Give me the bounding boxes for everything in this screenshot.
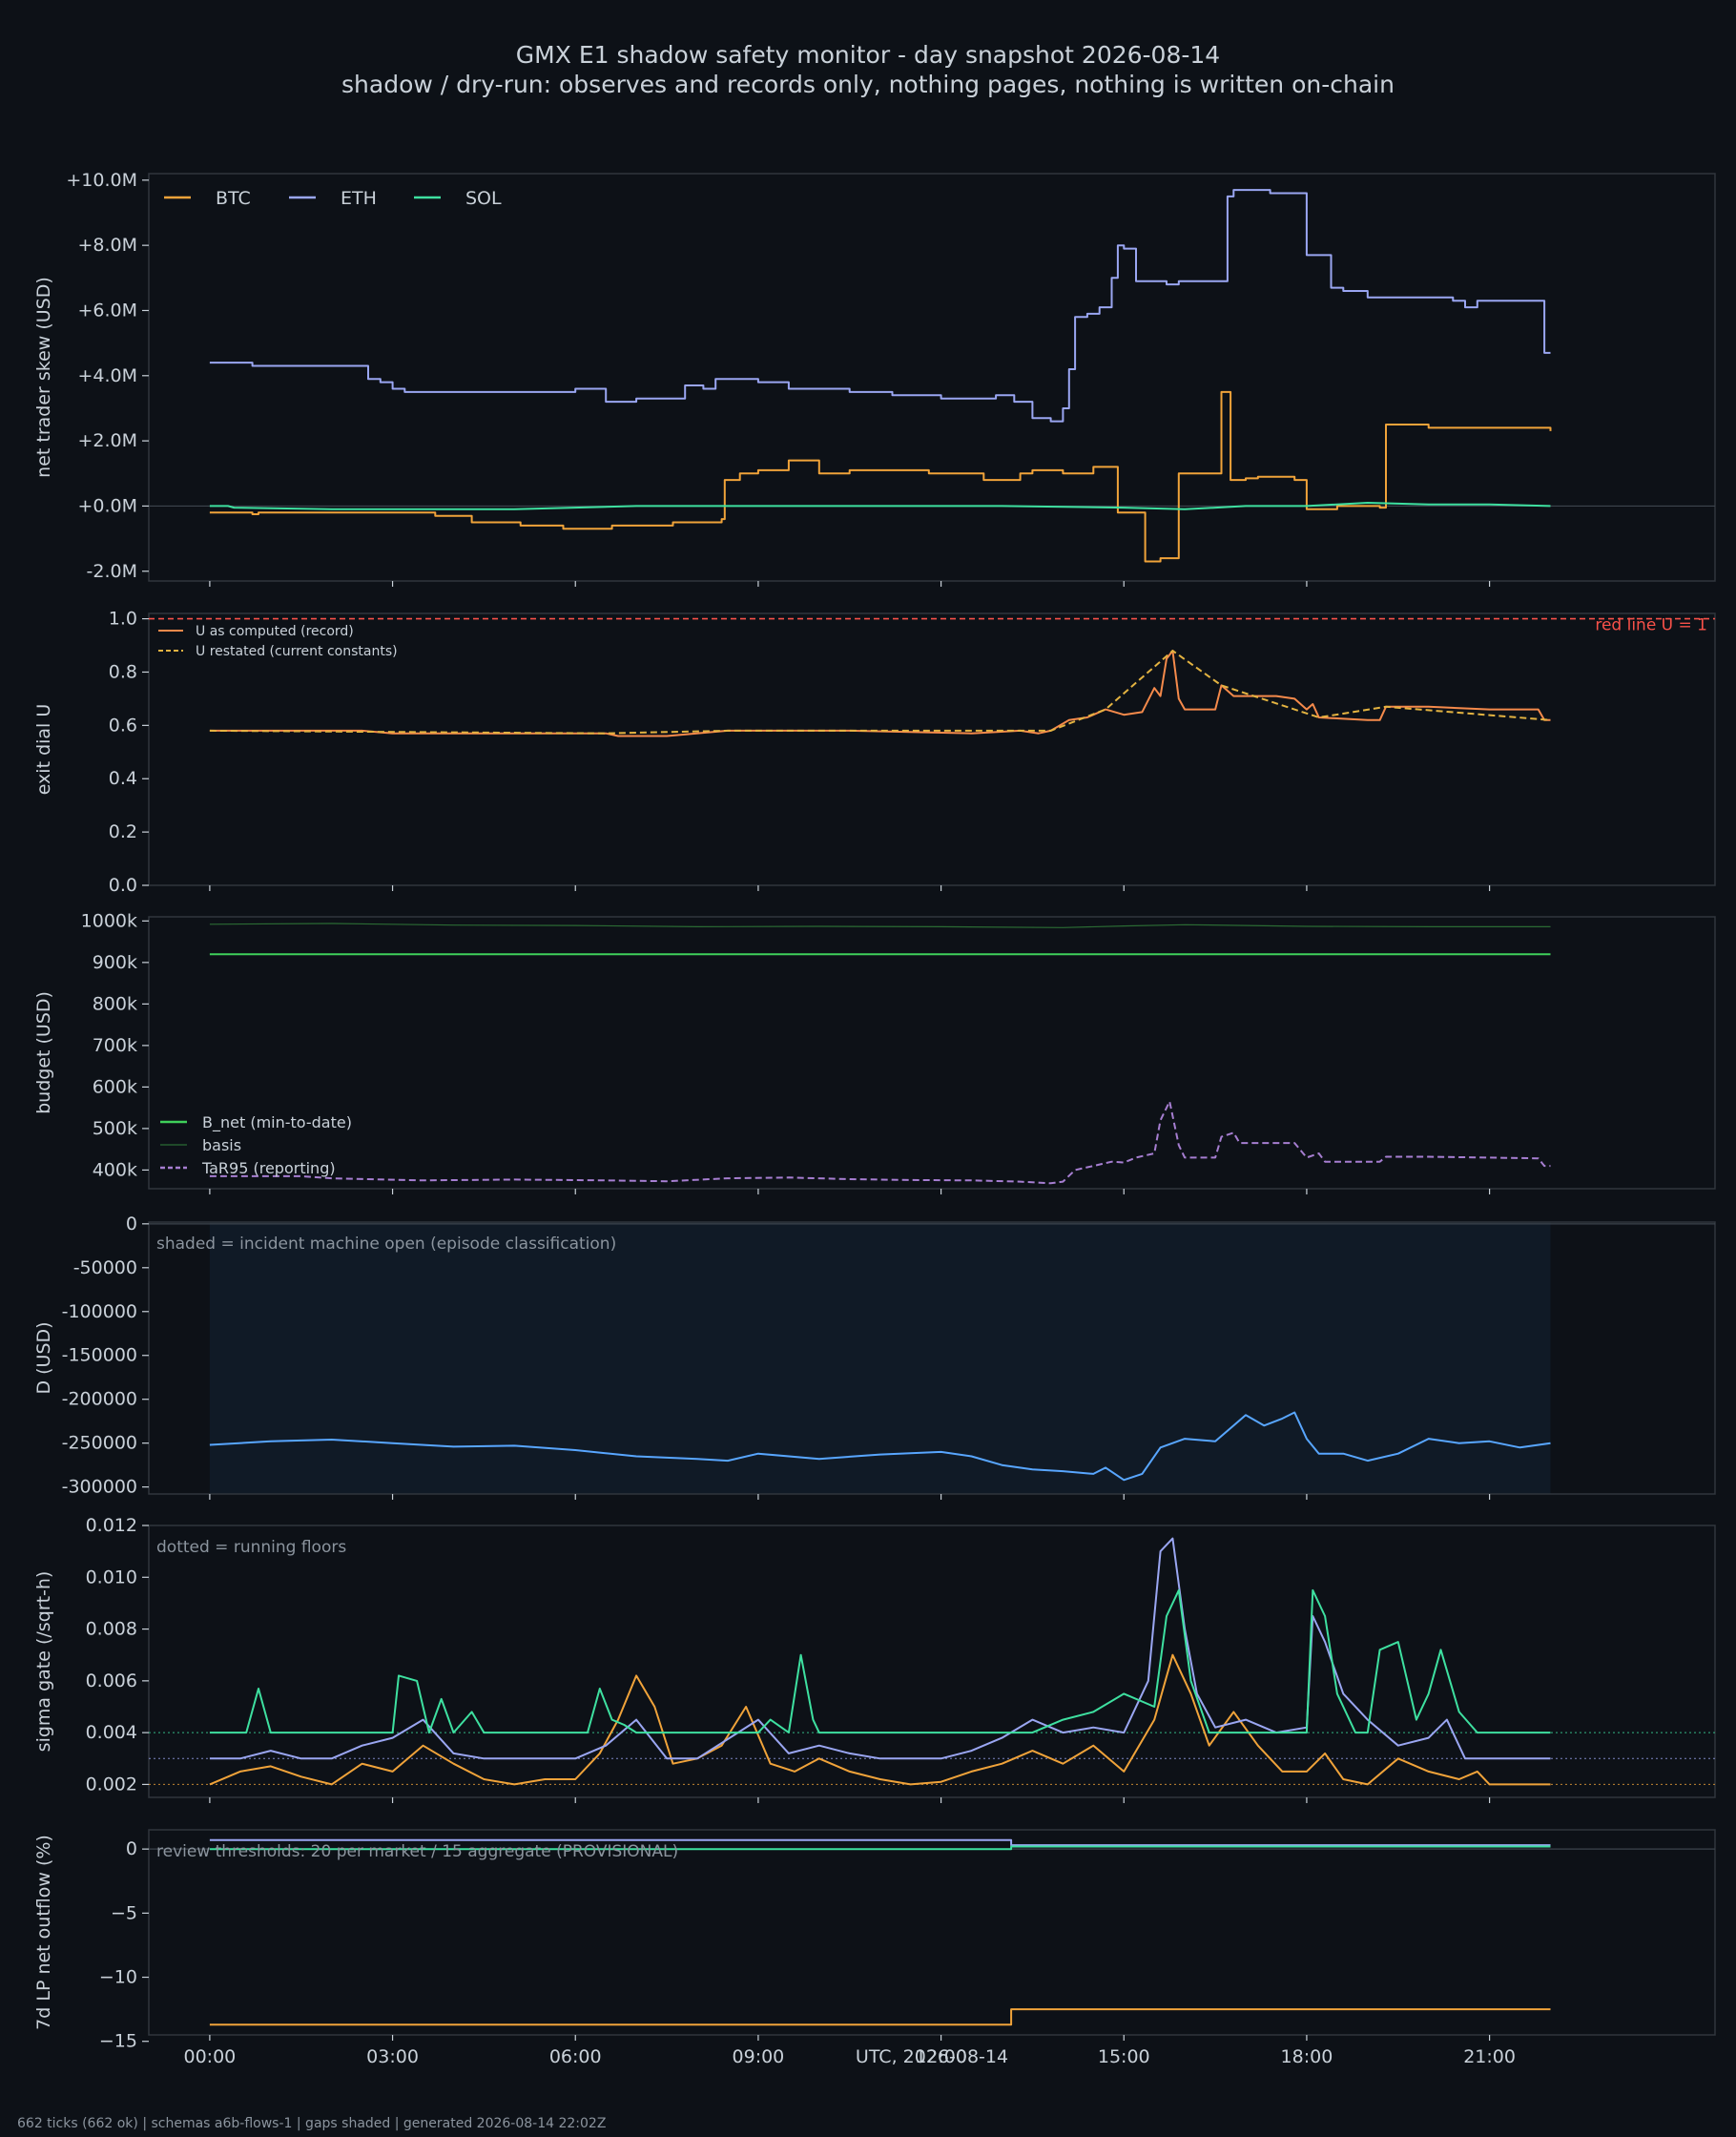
y-tick-label: 700k: [93, 1035, 137, 1056]
plot-frame: [148, 916, 1716, 1190]
legend-label: SOL: [465, 188, 502, 209]
y-tick-label: -100000: [62, 1301, 137, 1322]
plot-frame: [148, 612, 1716, 886]
plot-frame: [148, 1829, 1716, 2036]
y-tick-label: −10: [99, 1967, 137, 1988]
legend-label: basis: [202, 1136, 241, 1154]
y-tick-label: 0.6: [109, 715, 137, 736]
x-tick-label: 12:00: [915, 2046, 967, 2067]
y-axis-label: budget (USD): [33, 991, 54, 1114]
y-tick-label: 0.006: [86, 1670, 137, 1691]
red-line-label: red line U = 1: [1595, 616, 1707, 635]
panel-annotation: review thresholds: 20 per market / 15 ag…: [156, 1842, 678, 1861]
panel-4: -300000 -250000 -200000 -150000 -100000 -5000…: [33, 1214, 1716, 1500]
panel-3: 400k 500k 600k 700k 800k 900k 1000k budget (USD…: [33, 910, 1716, 1194]
x-tick-label: 06:00: [549, 2046, 602, 2067]
y-tick-label: +8.0M: [77, 235, 137, 256]
x-tick-label: 18:00: [1281, 2046, 1333, 2067]
y-axis-label: net trader skew (USD): [33, 277, 54, 478]
y-tick-label: −15: [99, 2031, 137, 2052]
panel-6: −15 −10 −5 0 00:00 03:00 06:00 09:00 12:00 15:00 1…: [33, 1829, 1716, 2067]
series-line-u-restated-current-constants-: [209, 650, 1551, 735]
y-tick-label: 800k: [93, 993, 137, 1014]
y-tick-label: 0.004: [86, 1722, 137, 1743]
x-tick-label: 21:00: [1463, 2046, 1516, 2067]
panel-5: 0.002 0.004 0.006 0.008 0.010 0.012 sigma gate…: [33, 1515, 1716, 1803]
series-line-basis: [209, 923, 1551, 928]
series-line-btc: [209, 1653, 1551, 1786]
y-tick-label: 0.010: [86, 1566, 137, 1587]
y-axis-label: sigma gate (/sqrt-h): [33, 1571, 54, 1753]
series-line-btc: [209, 2008, 1551, 2026]
series-line-eth: [209, 1838, 1551, 1847]
y-axis-label: D (USD): [33, 1321, 54, 1394]
y-tick-label: +6.0M: [77, 300, 137, 321]
x-tick-label: 15:00: [1098, 2046, 1150, 2067]
x-axis-label: UTC, 2026-08-14: [856, 2046, 1008, 2067]
legend-label: U as computed (record): [196, 624, 354, 639]
y-tick-label: 600k: [93, 1076, 137, 1097]
x-tick-label: 09:00: [733, 2046, 785, 2067]
series-line-btc: [209, 390, 1552, 563]
series-line-u-as-computed-record-: [209, 650, 1551, 737]
panel-annotation: dotted = running floors: [156, 1538, 346, 1557]
legend-label: ETH: [341, 188, 377, 209]
y-tick-label: -300000: [62, 1477, 137, 1498]
chart-title: GMX E1 shadow safety monitor - day snaps…: [516, 41, 1220, 69]
legend-label: U restated (current constants): [196, 644, 398, 659]
y-tick-label: -150000: [62, 1345, 137, 1366]
incident-shaded-region: [209, 1222, 1551, 1494]
y-tick-label: 0.002: [86, 1774, 137, 1795]
y-tick-label: 0.2: [109, 821, 137, 842]
y-tick-label: -50000: [73, 1257, 137, 1278]
panel-2: 0.0 0.2 0.4 0.6 0.8 1.0 exit dial U red line U …: [33, 609, 1716, 896]
y-tick-label: +10.0M: [66, 170, 137, 191]
plot-frame: [148, 1525, 1716, 1798]
y-tick-label: 1.0: [109, 609, 137, 630]
panels: -2.0M +0.0M +2.0M +4.0M +6.0M +8.0M +10.0M net …: [33, 170, 1716, 2067]
legend-label: BTC: [216, 188, 251, 209]
y-tick-label: +0.0M: [77, 495, 137, 516]
legend-label: TaR95 (reporting): [201, 1159, 336, 1177]
y-axis-label: 7d LP net outflow (%): [33, 1835, 54, 2030]
y-tick-label: 0: [126, 1214, 137, 1234]
series-line-d: [209, 1411, 1551, 1482]
y-tick-label: -200000: [62, 1389, 137, 1410]
series-line-sol: [209, 502, 1551, 510]
legend-label: B_net (min-to-date): [202, 1113, 352, 1132]
chart-subtitle: shadow / dry-run: observes and records o…: [341, 71, 1395, 98]
y-tick-label: 500k: [93, 1118, 137, 1139]
y-tick-label: 0.0: [109, 875, 137, 896]
panel-1: -2.0M +0.0M +2.0M +4.0M +6.0M +8.0M +10.0M net …: [33, 170, 1716, 587]
y-tick-label: +2.0M: [77, 430, 137, 451]
panel-annotation: shaded = incident machine open (episode …: [156, 1234, 616, 1254]
y-tick-label: -2.0M: [87, 561, 137, 582]
plot-frame: [148, 173, 1716, 582]
series-line-sol: [209, 1588, 1551, 1734]
y-axis-label: exit dial U: [33, 704, 54, 796]
x-tick-label: 00:00: [184, 2046, 237, 2067]
y-tick-label: 400k: [93, 1159, 137, 1180]
y-tick-label: 0.4: [109, 768, 137, 789]
y-tick-label: 0.8: [109, 661, 137, 682]
y-tick-label: 1000k: [81, 910, 137, 931]
plot-frame: [148, 1221, 1716, 1495]
series-line-tar95-reporting-: [209, 1100, 1551, 1185]
y-tick-label: 0.012: [86, 1515, 137, 1536]
x-tick-label: 03:00: [366, 2046, 419, 2067]
series-line-eth: [209, 189, 1551, 423]
y-tick-label: -250000: [62, 1433, 137, 1454]
series-line-sol: [209, 1845, 1551, 1851]
y-tick-label: +4.0M: [77, 365, 137, 386]
y-tick-label: 0.008: [86, 1619, 137, 1640]
y-tick-label: 0: [126, 1838, 137, 1859]
y-tick-label: 900k: [93, 952, 137, 973]
y-tick-label: −5: [111, 1902, 137, 1923]
footer: 662 ticks (662 ok) | schemas a6b-flows-1…: [17, 2116, 606, 2131]
